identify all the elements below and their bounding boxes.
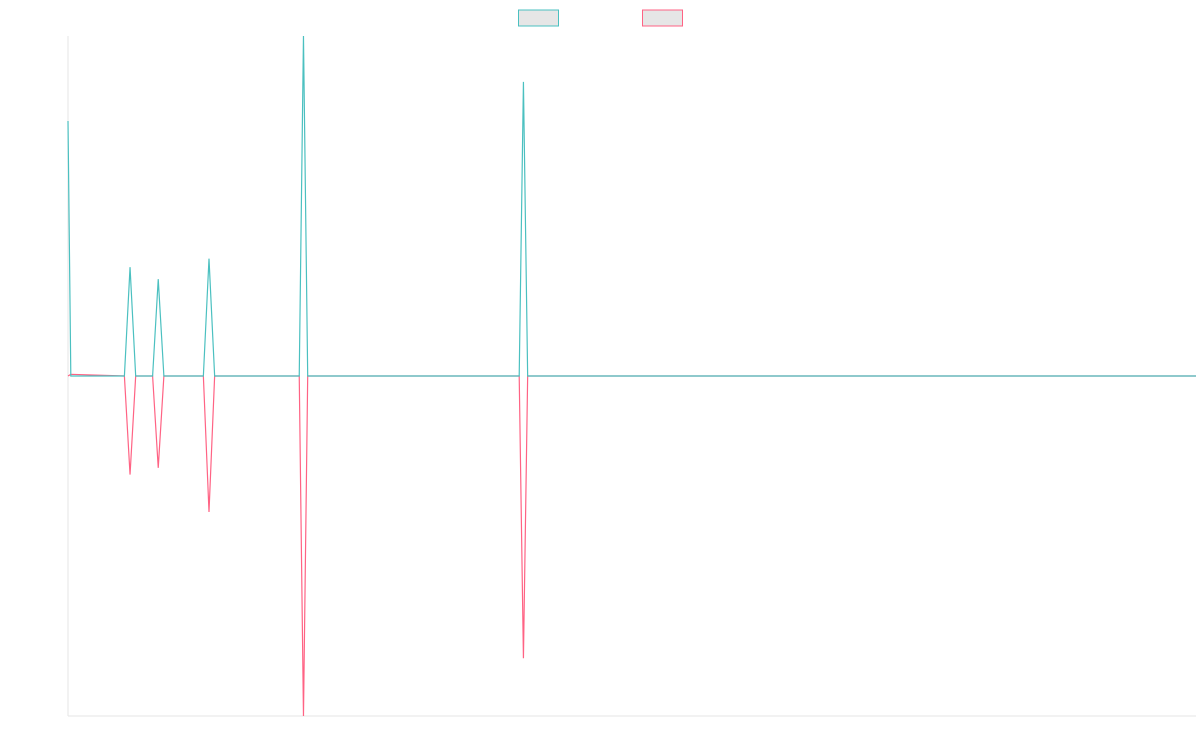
legend-swatch-2[interactable] bbox=[642, 9, 683, 27]
legend-entry-2[interactable] bbox=[642, 9, 683, 27]
legend bbox=[518, 9, 683, 27]
legend-swatch-1[interactable] bbox=[518, 9, 559, 27]
series-line-1 bbox=[67, 35, 1196, 377]
series-line-2 bbox=[67, 373, 1196, 717]
legend-entry-1[interactable] bbox=[518, 9, 559, 27]
plot-area bbox=[67, 35, 1196, 717]
